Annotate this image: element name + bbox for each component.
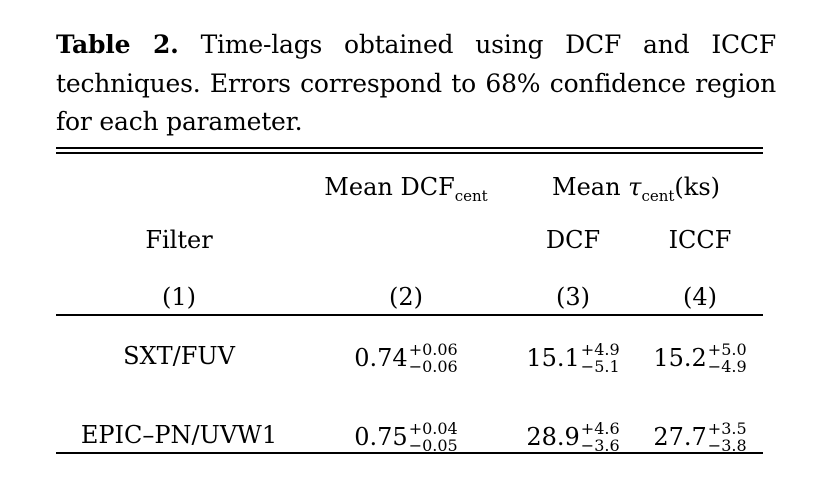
column-number-1: (1) xyxy=(162,283,196,311)
caption-label: Table 2. xyxy=(56,30,179,59)
table-row-2-tau-iccf: 27.7 +3.5 −3.8 xyxy=(653,420,746,454)
table-row-1-tau-dcf: 15.1 +4.9 −5.1 xyxy=(526,341,619,375)
bottom-rule xyxy=(56,452,763,454)
table-row-2-dcf-cent: 0.75 +0.04 −0.05 xyxy=(354,420,457,454)
row-1-tau-dcf-value: 15.1 xyxy=(526,344,580,372)
table-row-1-tau-iccf: 15.2 +5.0 −4.9 xyxy=(653,341,746,375)
row-2-tau-iccf-minus: −3.8 xyxy=(707,436,747,455)
header-mean-dcf-sub: cent xyxy=(454,187,488,205)
column-number-3: (3) xyxy=(556,283,590,311)
caption-text: Time-lags obtained using DCF and ICCF te… xyxy=(56,30,777,136)
header-tau-suffix: (ks) xyxy=(674,173,721,201)
table-row-1-dcf-cent: 0.74 +0.06 −0.06 xyxy=(354,341,457,375)
row-1-tau-iccf-value: 15.2 xyxy=(653,344,707,372)
row-2-tau-dcf-plus: +4.6 xyxy=(580,419,620,438)
header-filter: Filter xyxy=(145,226,213,254)
top-rule-2 xyxy=(56,152,763,154)
header-mean-tau-cent: Mean τcent(ks) xyxy=(552,172,720,205)
column-number-4: (4) xyxy=(683,283,717,311)
table-caption: Table 2. Time-lags obtained using DCF an… xyxy=(56,26,776,142)
row-2-dcf-cent-plus: +0.04 xyxy=(408,419,458,438)
row-1-dcf-cent-value: 0.74 xyxy=(354,344,408,372)
header-tau-sub: cent xyxy=(641,187,675,205)
top-rule-1 xyxy=(56,147,763,149)
header-rule xyxy=(56,314,763,316)
table-row-2-filter: EPIC–PN/UVW1 xyxy=(80,421,278,449)
row-2-tau-iccf-plus: +3.5 xyxy=(707,419,747,438)
row-1-tau-iccf-minus: −4.9 xyxy=(707,357,747,376)
row-2-dcf-cent-minus: −0.05 xyxy=(408,436,458,455)
header-tau-symbol: τ xyxy=(628,173,642,201)
row-1-tau-dcf-minus: −5.1 xyxy=(580,357,620,376)
row-2-tau-dcf-minus: −3.6 xyxy=(580,436,620,455)
row-1-tau-iccf-plus: +5.0 xyxy=(707,340,747,359)
table-row-2-tau-dcf: 28.9 +4.6 −3.6 xyxy=(526,420,619,454)
header-iccf: ICCF xyxy=(668,226,732,254)
row-2-tau-iccf-value: 27.7 xyxy=(653,423,707,451)
row-2-tau-dcf-value: 28.9 xyxy=(526,423,580,451)
header-mean-dcf-text: Mean DCF xyxy=(324,173,455,201)
row-1-dcf-cent-minus: −0.06 xyxy=(408,357,458,376)
row-1-tau-dcf-plus: +4.9 xyxy=(580,340,620,359)
column-number-2: (2) xyxy=(389,283,423,311)
header-tau-prefix: Mean xyxy=(551,173,629,201)
header-mean-dcf-cent: Mean DCFcent xyxy=(324,172,487,205)
header-dcf: DCF xyxy=(545,226,601,254)
table-row-1-filter: SXT/FUV xyxy=(123,342,235,370)
row-2-dcf-cent-value: 0.75 xyxy=(354,423,408,451)
row-1-dcf-cent-plus: +0.06 xyxy=(408,340,458,359)
